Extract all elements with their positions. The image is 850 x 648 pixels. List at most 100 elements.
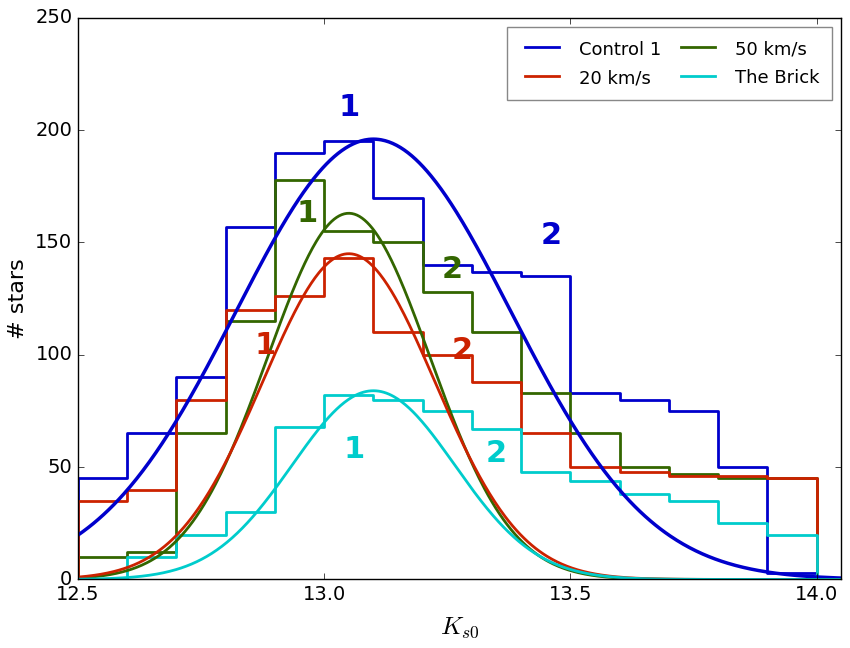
The Brick bbox=[762, 520, 773, 527]
Control 1 bbox=[417, 261, 428, 269]
The Brick bbox=[73, 575, 83, 583]
The Brick bbox=[368, 391, 378, 399]
20 km/s bbox=[565, 463, 575, 471]
Control 1 bbox=[713, 463, 723, 471]
20 km/s bbox=[762, 472, 773, 480]
50 km/s bbox=[713, 474, 723, 482]
Control 1 bbox=[516, 268, 526, 275]
The Brick bbox=[122, 575, 133, 583]
Control 1 bbox=[172, 430, 182, 437]
Control 1 bbox=[221, 223, 231, 231]
Control 1 bbox=[368, 194, 378, 202]
Line: The Brick: The Brick bbox=[78, 395, 817, 579]
Control 1 bbox=[467, 261, 477, 269]
Text: 2: 2 bbox=[442, 255, 462, 284]
50 km/s bbox=[319, 227, 329, 235]
20 km/s bbox=[368, 329, 378, 336]
20 km/s bbox=[664, 468, 674, 476]
50 km/s bbox=[467, 288, 477, 295]
Control 1 bbox=[812, 575, 822, 583]
Y-axis label: # stars: # stars bbox=[8, 259, 28, 339]
The Brick bbox=[221, 531, 231, 538]
The Brick bbox=[762, 531, 773, 538]
20 km/s bbox=[615, 463, 625, 471]
20 km/s bbox=[172, 396, 182, 404]
Control 1 bbox=[615, 389, 625, 397]
20 km/s bbox=[73, 497, 83, 505]
The Brick bbox=[269, 422, 280, 430]
50 km/s bbox=[73, 575, 83, 583]
The Brick bbox=[615, 477, 625, 485]
20 km/s bbox=[713, 472, 723, 480]
50 km/s bbox=[713, 470, 723, 478]
The Brick bbox=[664, 490, 674, 498]
The Brick bbox=[516, 425, 526, 433]
The Brick bbox=[467, 425, 477, 433]
The Brick bbox=[565, 468, 575, 476]
Text: 2: 2 bbox=[486, 439, 507, 468]
20 km/s bbox=[812, 474, 822, 482]
The Brick bbox=[615, 490, 625, 498]
50 km/s bbox=[812, 575, 822, 583]
Control 1 bbox=[615, 396, 625, 404]
20 km/s bbox=[664, 472, 674, 480]
Text: 1: 1 bbox=[254, 331, 275, 360]
The Brick bbox=[269, 508, 280, 516]
The Brick bbox=[713, 520, 723, 527]
The Brick bbox=[812, 531, 822, 538]
50 km/s bbox=[368, 227, 378, 235]
50 km/s bbox=[615, 430, 625, 437]
Text: 1: 1 bbox=[338, 93, 360, 122]
50 km/s bbox=[516, 389, 526, 397]
20 km/s bbox=[467, 351, 477, 359]
The Brick bbox=[319, 422, 329, 430]
20 km/s bbox=[368, 254, 378, 262]
Control 1 bbox=[368, 137, 378, 145]
50 km/s bbox=[664, 463, 674, 471]
The Brick bbox=[812, 575, 822, 583]
50 km/s bbox=[368, 238, 378, 246]
Control 1 bbox=[417, 194, 428, 202]
50 km/s bbox=[172, 549, 182, 557]
The Brick bbox=[565, 477, 575, 485]
Control 1 bbox=[319, 149, 329, 157]
Control 1 bbox=[269, 223, 280, 231]
20 km/s bbox=[221, 306, 231, 314]
50 km/s bbox=[172, 430, 182, 437]
50 km/s bbox=[812, 474, 822, 482]
The Brick bbox=[73, 575, 83, 583]
Control 1 bbox=[762, 463, 773, 471]
20 km/s bbox=[615, 468, 625, 476]
20 km/s bbox=[417, 329, 428, 336]
50 km/s bbox=[516, 329, 526, 336]
The Brick bbox=[172, 553, 182, 561]
Control 1 bbox=[122, 430, 133, 437]
Control 1 bbox=[172, 373, 182, 381]
20 km/s bbox=[122, 497, 133, 505]
Text: 1: 1 bbox=[343, 435, 365, 464]
50 km/s bbox=[615, 463, 625, 471]
50 km/s bbox=[269, 176, 280, 183]
50 km/s bbox=[73, 553, 83, 561]
Legend: Control 1, 20 km/s, 50 km/s, The Brick: Control 1, 20 km/s, 50 km/s, The Brick bbox=[507, 27, 832, 100]
The Brick bbox=[713, 497, 723, 505]
20 km/s bbox=[269, 306, 280, 314]
50 km/s bbox=[221, 430, 231, 437]
20 km/s bbox=[269, 292, 280, 300]
Text: 1: 1 bbox=[297, 199, 318, 228]
Control 1 bbox=[664, 407, 674, 415]
The Brick bbox=[368, 396, 378, 404]
50 km/s bbox=[319, 176, 329, 183]
20 km/s bbox=[713, 472, 723, 480]
The Brick bbox=[417, 396, 428, 404]
50 km/s bbox=[122, 549, 133, 557]
20 km/s bbox=[172, 486, 182, 494]
Control 1 bbox=[664, 396, 674, 404]
50 km/s bbox=[417, 238, 428, 246]
Control 1 bbox=[122, 474, 133, 482]
20 km/s bbox=[122, 486, 133, 494]
Text: 2: 2 bbox=[451, 336, 473, 365]
The Brick bbox=[122, 553, 133, 561]
Line: Control 1: Control 1 bbox=[78, 141, 817, 579]
20 km/s bbox=[565, 430, 575, 437]
